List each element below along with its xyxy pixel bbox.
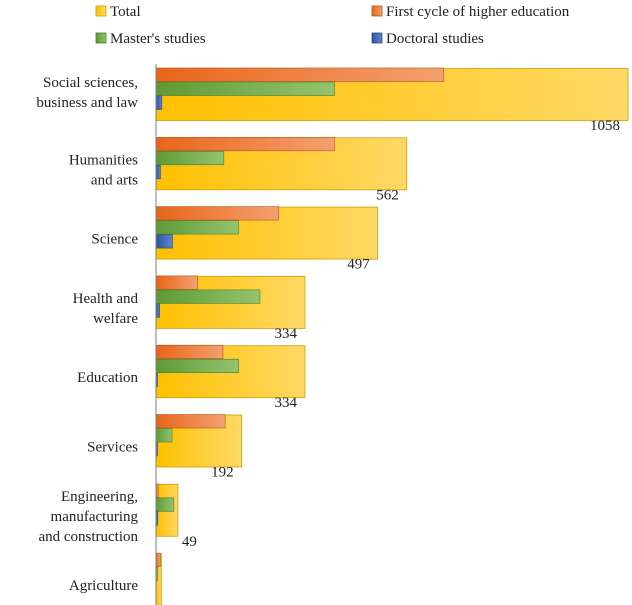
bar-2-1 (155, 151, 225, 166)
value-label-5: 192 (211, 465, 234, 481)
bar-2-0 (155, 81, 335, 96)
legend-label-3: Doctoral studies (386, 31, 484, 47)
bar-1-2 (155, 206, 279, 221)
value-label-7: 12 (165, 603, 180, 605)
category-label-4: Education (77, 370, 138, 386)
legend-label-2: Master's studies (110, 31, 206, 47)
bar-1-7 (155, 552, 161, 567)
value-label-4: 334 (275, 395, 298, 411)
bar-2-3 (155, 289, 261, 304)
category-label-5: Services (87, 440, 138, 456)
category-label-3: Health and welfare (73, 291, 139, 327)
category-label-6: Engineering, manufacturing and constructio… (38, 489, 138, 545)
legend-swatch-2 (95, 32, 107, 44)
category-label-2: Science (91, 232, 138, 248)
bar-2-2 (155, 220, 239, 235)
legend-label-0: Total (110, 4, 141, 20)
bar-2-5 (155, 428, 173, 443)
value-label-1: 562 (376, 187, 399, 203)
value-label-6: 49 (182, 534, 197, 550)
category-label-0: Social sciences, business and law (36, 75, 138, 111)
legend: Total First cycle of higher education Mast… (95, 4, 570, 47)
value-label-3: 334 (275, 326, 298, 342)
category-label-7: Agriculture (69, 578, 138, 594)
category-label-1: Humanities and arts (69, 152, 138, 188)
legend-swatch-1 (371, 5, 383, 17)
value-label-0: 1058 (590, 118, 620, 134)
bar-2-4 (155, 358, 239, 374)
bars: 1058 562 497 334 334 192 49 12 (155, 67, 629, 605)
bar-1-4 (155, 344, 224, 360)
bar-1-0 (155, 67, 445, 82)
bar-1-5 (155, 414, 226, 429)
value-label-2: 497 (347, 257, 370, 273)
bar-3-2 (155, 234, 173, 249)
bar-3-1 (155, 165, 161, 180)
bar-2-6 (155, 497, 175, 512)
legend-swatch-0 (95, 5, 107, 17)
bar-1-3 (155, 275, 198, 290)
bar-3-0 (155, 95, 163, 110)
legend-label-1: First cycle of higher education (386, 4, 570, 20)
bar-3-3 (155, 303, 160, 318)
legend-swatch-3 (371, 32, 383, 44)
category-labels: Social sciences, business and law Humaniti… (36, 75, 138, 594)
bar-1-1 (155, 137, 335, 152)
